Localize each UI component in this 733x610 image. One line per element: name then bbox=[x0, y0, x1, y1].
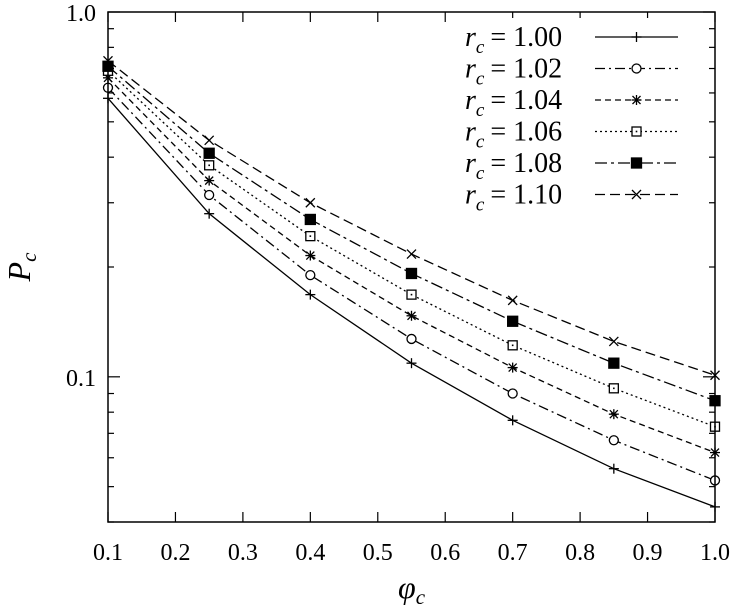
tick-labels: 0.1 0.2 0.3 0.4 0.5 0.6 0.7 0.8 0.9 1.0 0.1 1.0 bbox=[66, 1, 730, 566]
legend-label: rc = 1.08 bbox=[465, 148, 562, 184]
data-point bbox=[406, 310, 417, 321]
data-point bbox=[204, 160, 215, 171]
data-point bbox=[507, 340, 518, 351]
data-point bbox=[204, 135, 215, 146]
legend-entry: rc = 1.00 bbox=[465, 22, 678, 58]
data-point bbox=[608, 357, 620, 369]
data-point bbox=[631, 63, 642, 74]
data-point bbox=[305, 289, 316, 300]
y-tick-label: 1.0 bbox=[66, 1, 96, 27]
x-axis-title: φc bbox=[398, 569, 426, 609]
data-point bbox=[507, 388, 518, 399]
data-point bbox=[608, 409, 619, 420]
data-point bbox=[305, 250, 316, 261]
x-tick-label: 0.2 bbox=[160, 540, 190, 566]
data-point bbox=[305, 230, 316, 242]
x-tick-label: 0.1 bbox=[93, 540, 123, 566]
legend-label: rc = 1.04 bbox=[465, 85, 562, 121]
data-point bbox=[630, 157, 643, 169]
data-point bbox=[507, 295, 518, 306]
x-tick-label: 0.9 bbox=[633, 540, 663, 566]
data-point bbox=[631, 32, 642, 42]
data-point bbox=[631, 95, 642, 105]
legend-entry: rc = 1.08 bbox=[465, 148, 678, 184]
data-point bbox=[631, 126, 642, 137]
data-point bbox=[305, 197, 316, 208]
x-tick-label: 0.7 bbox=[498, 540, 528, 566]
legend-entry: rc = 1.10 bbox=[465, 180, 678, 216]
legend-entry: rc = 1.06 bbox=[465, 117, 678, 153]
legend-label: rc = 1.00 bbox=[465, 22, 562, 58]
data-point bbox=[305, 269, 316, 281]
data-point bbox=[608, 435, 619, 446]
data-point bbox=[608, 463, 619, 474]
x-tick-label: 0.4 bbox=[295, 540, 325, 566]
data-point bbox=[507, 362, 518, 373]
data-point bbox=[406, 249, 417, 260]
data-point bbox=[406, 358, 417, 369]
data-point bbox=[406, 289, 417, 300]
x-tick-label: 1.0 bbox=[700, 540, 730, 566]
data-point bbox=[204, 175, 215, 186]
y-tick-label: 0.1 bbox=[66, 366, 96, 392]
x-tick-label: 0.3 bbox=[228, 540, 258, 566]
legend-label: rc = 1.06 bbox=[465, 117, 562, 153]
x-tick-label: 0.8 bbox=[565, 540, 595, 566]
legend-entry: rc = 1.02 bbox=[465, 54, 678, 90]
data-point bbox=[507, 415, 518, 426]
data-point bbox=[406, 333, 417, 345]
legend-label: rc = 1.02 bbox=[465, 54, 562, 90]
y-axis-title: Pc bbox=[1, 252, 41, 283]
legend-background bbox=[455, 18, 705, 208]
plot-frame bbox=[107, 11, 716, 523]
data-point bbox=[405, 267, 418, 280]
series-5 bbox=[103, 55, 720, 381]
data-point bbox=[631, 189, 642, 200]
series-0 bbox=[103, 93, 720, 512]
data-point bbox=[608, 336, 619, 347]
data-point bbox=[204, 189, 215, 201]
legend-label: rc = 1.10 bbox=[465, 180, 562, 216]
legend-entry: rc = 1.04 bbox=[465, 85, 678, 121]
data-point bbox=[204, 208, 215, 219]
data-point bbox=[203, 147, 215, 159]
data-point bbox=[304, 213, 316, 226]
x-tick-label: 0.5 bbox=[363, 540, 393, 566]
x-tick-label: 0.6 bbox=[430, 540, 460, 566]
data-point bbox=[507, 315, 519, 327]
data-point bbox=[608, 383, 619, 394]
